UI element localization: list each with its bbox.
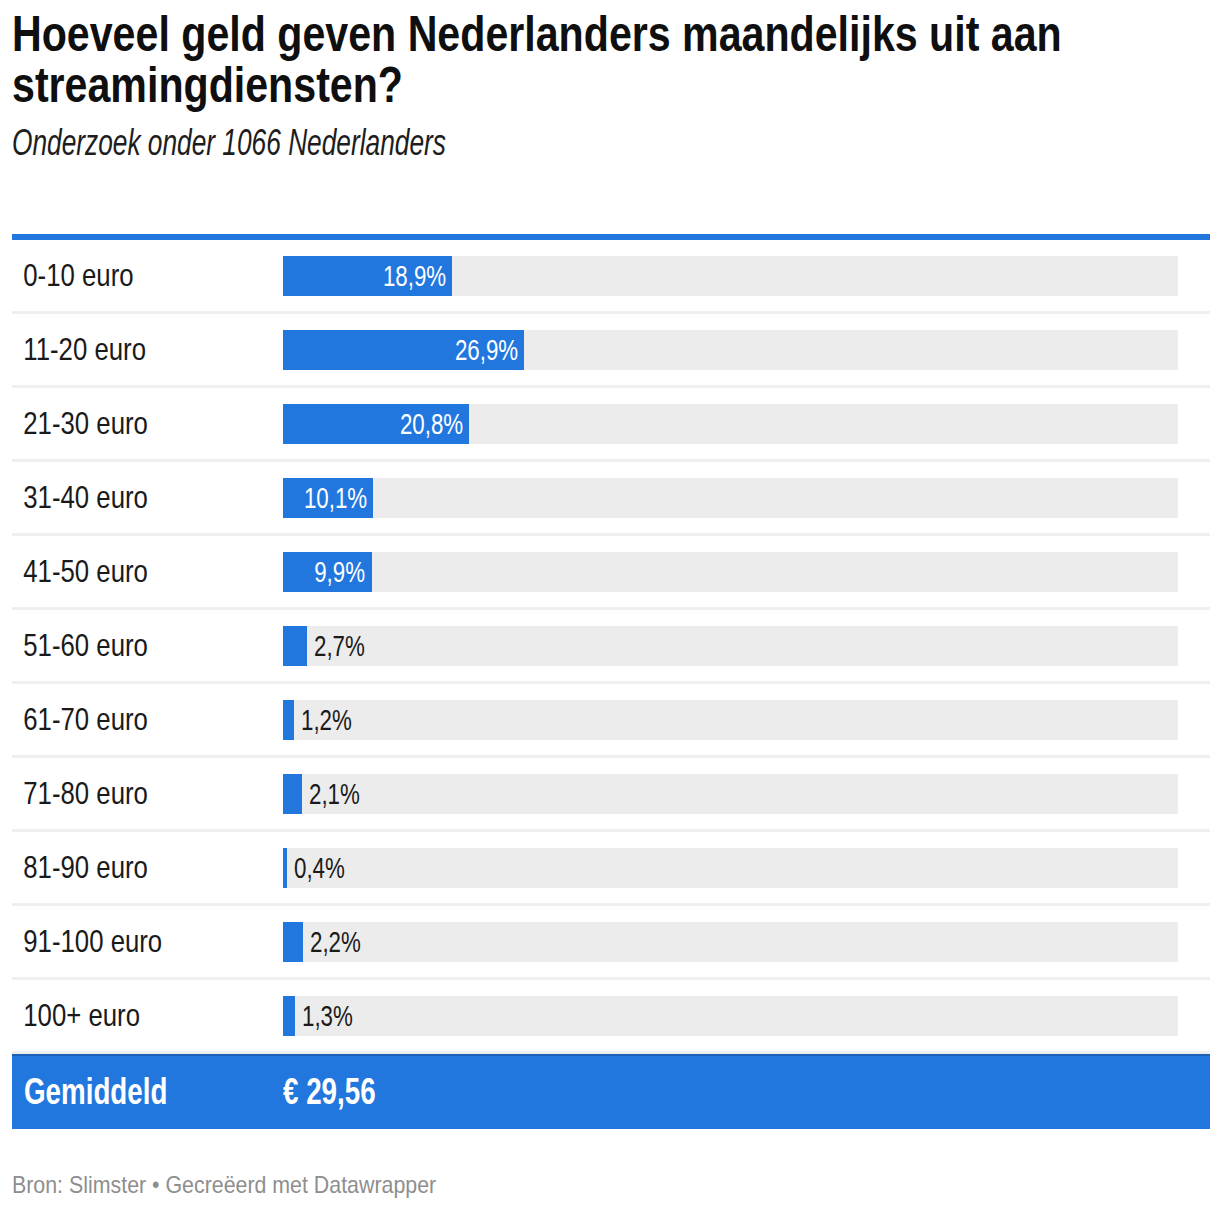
bar <box>283 848 287 888</box>
chart-row: 21-30 euro 20,8% <box>12 388 1210 462</box>
bar-track-wrap: 0,4% <box>283 832 1178 903</box>
summary-row: Gemiddeld € 29,56 <box>12 1054 1210 1129</box>
value-label: 1,3% <box>302 996 353 1036</box>
value-label: 0,4% <box>294 848 345 888</box>
category-label: 71-80 euro <box>12 758 230 829</box>
bar-track-wrap: 10,1% <box>283 462 1178 533</box>
bar-track: 1,3% <box>283 996 1178 1036</box>
bar: 20,8% <box>283 404 469 444</box>
bar-track-wrap: 26,9% <box>283 314 1178 385</box>
bar-track: 2,7% <box>283 626 1178 666</box>
chart-row: 0-10 euro 18,9% <box>12 240 1210 314</box>
bar-track-wrap: 18,9% <box>283 240 1178 311</box>
bar-track: 9,9% <box>283 552 1178 592</box>
category-label: 81-90 euro <box>12 832 230 903</box>
category-label: 21-30 euro <box>12 388 230 459</box>
chart-row: 91-100 euro 2,2% <box>12 906 1210 980</box>
bar <box>283 700 294 740</box>
bar: 10,1% <box>283 478 373 518</box>
summary-value: € 29,56 <box>283 1071 376 1113</box>
category-label: 100+ euro <box>12 980 230 1051</box>
bar <box>283 922 303 962</box>
value-label: 2,1% <box>309 774 360 814</box>
bar-track: 2,2% <box>283 922 1178 962</box>
bar-chart: 0-10 euro18,9%11-20 euro26,9%21-30 euro2… <box>12 234 1210 1129</box>
category-label: 91-100 euro <box>12 906 230 977</box>
bar-rows: 0-10 euro18,9%11-20 euro26,9%21-30 euro2… <box>12 240 1210 1054</box>
chart-row: 61-70 euro 1,2% <box>12 684 1210 758</box>
bar <box>283 774 302 814</box>
bar: 9,9% <box>283 552 372 592</box>
value-label: 18,9% <box>383 256 446 296</box>
bar-track-wrap: 2,2% <box>283 906 1178 977</box>
chart-row: 31-40 euro 10,1% <box>12 462 1210 536</box>
value-label: 10,1% <box>304 478 367 518</box>
bar <box>283 626 307 666</box>
bar-track: 0,4% <box>283 848 1178 888</box>
bar-track-wrap: 1,3% <box>283 980 1178 1051</box>
chart-row: 100+ euro 1,3% <box>12 980 1210 1054</box>
bar: 18,9% <box>283 256 452 296</box>
category-label: 31-40 euro <box>12 462 230 533</box>
category-label: 41-50 euro <box>12 536 230 607</box>
bar-track: 10,1% <box>283 478 1178 518</box>
chart-row: 81-90 euro 0,4% <box>12 832 1210 906</box>
bar-track: 2,1% <box>283 774 1178 814</box>
category-label: 11-20 euro <box>12 314 230 385</box>
chart-row: 11-20 euro 26,9% <box>12 314 1210 388</box>
chart-row: 71-80 euro 2,1% <box>12 758 1210 832</box>
chart-subtitle: Onderzoek onder 1066 Nederlanders <box>12 126 887 160</box>
category-label: 0-10 euro <box>12 240 230 311</box>
bar-track: 18,9% <box>283 256 1178 296</box>
value-label: 20,8% <box>400 404 463 444</box>
chart-card: Hoeveel geld geven Nederlanders maandeli… <box>0 0 1220 1199</box>
value-label: 26,9% <box>454 330 517 370</box>
bar-track: 26,9% <box>283 330 1178 370</box>
bar: 26,9% <box>283 330 524 370</box>
category-label: 61-70 euro <box>12 684 230 755</box>
value-label: 1,2% <box>301 700 352 740</box>
bar-track-wrap: 2,7% <box>283 610 1178 681</box>
bar <box>283 996 295 1036</box>
bar-track-wrap: 20,8% <box>283 388 1178 459</box>
value-label: 2,2% <box>310 922 361 962</box>
summary-label: Gemiddeld <box>12 1071 215 1113</box>
bar-track-wrap: 1,2% <box>283 684 1178 755</box>
chart-row: 51-60 euro 2,7% <box>12 610 1210 684</box>
bar-track-wrap: 9,9% <box>283 536 1178 607</box>
chart-row: 41-50 euro 9,9% <box>12 536 1210 610</box>
bar-track: 1,2% <box>283 700 1178 740</box>
bar-track: 20,8% <box>283 404 1178 444</box>
source-attribution: Bron: Slimster • Gecreëerd met Datawrapp… <box>12 1171 1078 1199</box>
bar-track-wrap: 2,1% <box>283 758 1178 829</box>
category-label: 51-60 euro <box>12 610 230 681</box>
value-label: 2,7% <box>314 626 365 666</box>
value-label: 9,9% <box>315 552 366 592</box>
chart-title: Hoeveel geld geven Nederlanders maandeli… <box>12 9 1214 111</box>
